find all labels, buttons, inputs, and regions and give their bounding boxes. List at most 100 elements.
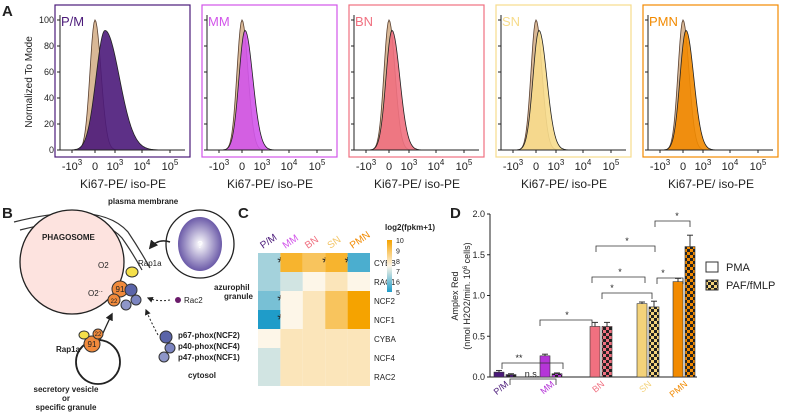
label: 91: [88, 340, 97, 349]
label: ?: [197, 240, 203, 251]
colorbar-tick-label: 10: [396, 238, 404, 245]
y-tick-label: 1.0: [472, 291, 485, 301]
sample-histogram: [354, 29, 479, 151]
y-axis-label: Normalized To Mode: [24, 36, 35, 128]
population-name: MM: [208, 14, 230, 29]
label: PHAGOSOME: [42, 233, 96, 242]
heatmap-cell: [258, 272, 281, 291]
colorbar-tick-label: 5: [396, 290, 400, 297]
heatmap-cell: [325, 367, 348, 386]
arrow: [148, 239, 171, 250]
x-tick-label: -103: [503, 158, 524, 173]
label: 22: [111, 299, 118, 305]
heatmap-cell: [325, 310, 348, 329]
legend-label: PMA: [726, 262, 751, 274]
x-tick-label: 103: [548, 158, 565, 173]
reference-histogram: [354, 19, 479, 151]
y-tick-label: 0.0: [472, 372, 485, 382]
row-label: NCF1: [374, 316, 395, 325]
rap1a: [125, 266, 139, 278]
heatmap-cell: [302, 291, 326, 310]
row-label: CYBA: [374, 335, 396, 344]
label: p47-phox(NCF1): [178, 353, 240, 362]
x-tick-label: PMN: [668, 379, 690, 400]
heatmap-cell: [347, 291, 370, 310]
heatmap-cell: [325, 253, 348, 272]
heatmap-cell: [302, 348, 326, 367]
significance-label: *: [625, 236, 629, 246]
x-axis-label: Ki67-PE/ iso-PE: [374, 177, 460, 191]
x-tick-label: -103: [356, 158, 377, 173]
plot-frame: [495, 4, 632, 158]
y-tick-label: 100: [39, 15, 54, 25]
population-name: P/M: [61, 14, 84, 29]
colorbar-tick-label: 6: [396, 280, 400, 287]
x-tick-label: 103: [254, 158, 271, 173]
sample-histogram: [648, 29, 773, 151]
x-tick-label: BN: [590, 379, 606, 395]
y-tick-label: 2.0: [472, 209, 485, 219]
x-axis-label: Ki67-PE/ iso-PE: [521, 177, 607, 191]
x-tick-label: -103: [62, 158, 83, 173]
label: cytosol: [188, 371, 216, 380]
arrow: [146, 296, 171, 303]
colorbar-tick-label: 7: [396, 269, 400, 276]
label: O2·-: [88, 289, 103, 298]
significance-label: **: [515, 353, 523, 363]
p22: [92, 328, 104, 340]
x-tick-label: 105: [750, 158, 767, 173]
column-label: P/M: [258, 232, 279, 251]
phox: [158, 351, 170, 363]
bar: [493, 371, 505, 378]
heatmap-cell: [280, 272, 303, 291]
granule-content: [178, 217, 222, 271]
y-tick-label: 20: [44, 119, 54, 129]
heatmap-cell: [258, 329, 281, 348]
label: O2: [98, 261, 109, 270]
label: Rac2: [184, 296, 203, 305]
heatmap-cell: [325, 272, 348, 291]
x-tick-label: 103: [401, 158, 418, 173]
significance-bracket: [654, 220, 691, 227]
y-tick-label: 60: [44, 67, 54, 77]
y-tick-label: 40: [44, 93, 54, 103]
heatmap-cell: [347, 348, 370, 367]
row-label: RAC2: [374, 373, 396, 382]
colorbar: [387, 240, 392, 292]
heatmap-cell: [347, 329, 370, 348]
panel-label: C: [238, 205, 249, 222]
significance-label: *: [675, 211, 679, 221]
y-tick-label: 1.5: [472, 250, 485, 260]
x-tick-label: 104: [722, 158, 739, 173]
x-tick-label: 104: [281, 158, 298, 173]
heatmap-cell: [347, 310, 370, 329]
heatmap-cell: [280, 329, 303, 348]
x-axis-label: Ki67-PE/ iso-PE: [80, 177, 166, 191]
y-tick-label: 0: [49, 145, 54, 155]
legend-swatch: [705, 261, 719, 273]
label: specific granule: [36, 403, 97, 412]
panel-label: A: [2, 3, 13, 20]
heatmap-cell: [347, 253, 370, 272]
x-tick-label: 104: [428, 158, 445, 173]
x-tick-label: 0: [92, 161, 98, 173]
phox: [164, 342, 176, 354]
heatmap-cell: [280, 367, 303, 386]
reference-histogram: [207, 19, 332, 151]
sample-histogram: [60, 29, 185, 151]
heatmap-cell: [280, 291, 303, 310]
bar: [672, 281, 684, 378]
bar: [601, 326, 613, 378]
significance-label: *: [565, 310, 569, 320]
heatmap-cell: [302, 253, 326, 272]
bar: [505, 374, 517, 378]
panel-label: B: [2, 205, 13, 222]
sample-histogram: [501, 29, 626, 151]
x-tick-label: 104: [134, 158, 151, 173]
bar: [551, 373, 563, 378]
x-axis-label: Ki67-PE/ iso-PE: [227, 177, 313, 191]
x-tick-label: 103: [695, 158, 712, 173]
label: granule: [224, 292, 253, 301]
heatmap-cell: [302, 329, 326, 348]
